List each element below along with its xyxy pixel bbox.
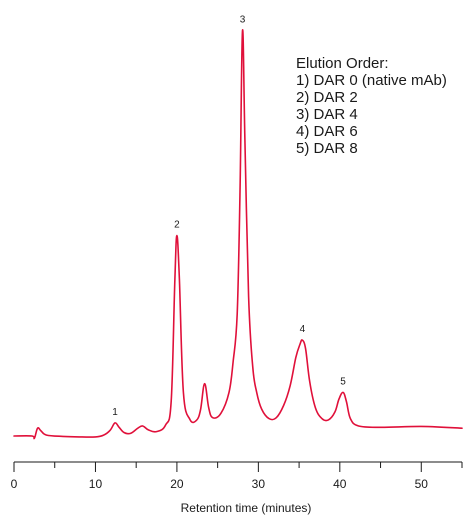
x-tick-label: 50 [415, 477, 429, 491]
legend-items: 1) DAR 0 (native mAb)2) DAR 23) DAR 44) … [296, 72, 447, 157]
x-tick-label: 40 [333, 477, 347, 491]
x-axis: 0 10 20 30 40 50 [11, 461, 463, 491]
peak-labels: 1 2 3 4 5 [112, 15, 346, 418]
legend-item: 1) DAR 0 (native mAb) [296, 72, 447, 89]
x-tick-label: 20 [170, 477, 184, 491]
peak-label-2: 2 [174, 220, 180, 231]
legend-item: 5) DAR 8 [296, 140, 358, 157]
x-axis-ticks: 0 10 20 30 40 50 [11, 462, 463, 491]
x-axis-title: Retention time (minutes) [181, 501, 312, 515]
legend-item: 4) DAR 6 [296, 123, 358, 140]
chromatogram-trace [13, 29, 463, 440]
x-tick-label: 10 [89, 477, 103, 491]
peak-label-3: 3 [240, 15, 246, 26]
peak-label-1: 1 [112, 407, 118, 418]
legend-title: Elution Order: [296, 55, 389, 72]
peak-label-5: 5 [340, 376, 346, 387]
peak-label-4: 4 [300, 324, 306, 335]
x-tick-label: 30 [252, 477, 266, 491]
legend-item: 2) DAR 2 [296, 89, 358, 106]
elution-order-legend: Elution Order: 1) DAR 0 (native mAb)2) D… [296, 55, 447, 157]
x-tick-label: 0 [11, 477, 18, 491]
legend-item: 3) DAR 4 [296, 106, 358, 123]
